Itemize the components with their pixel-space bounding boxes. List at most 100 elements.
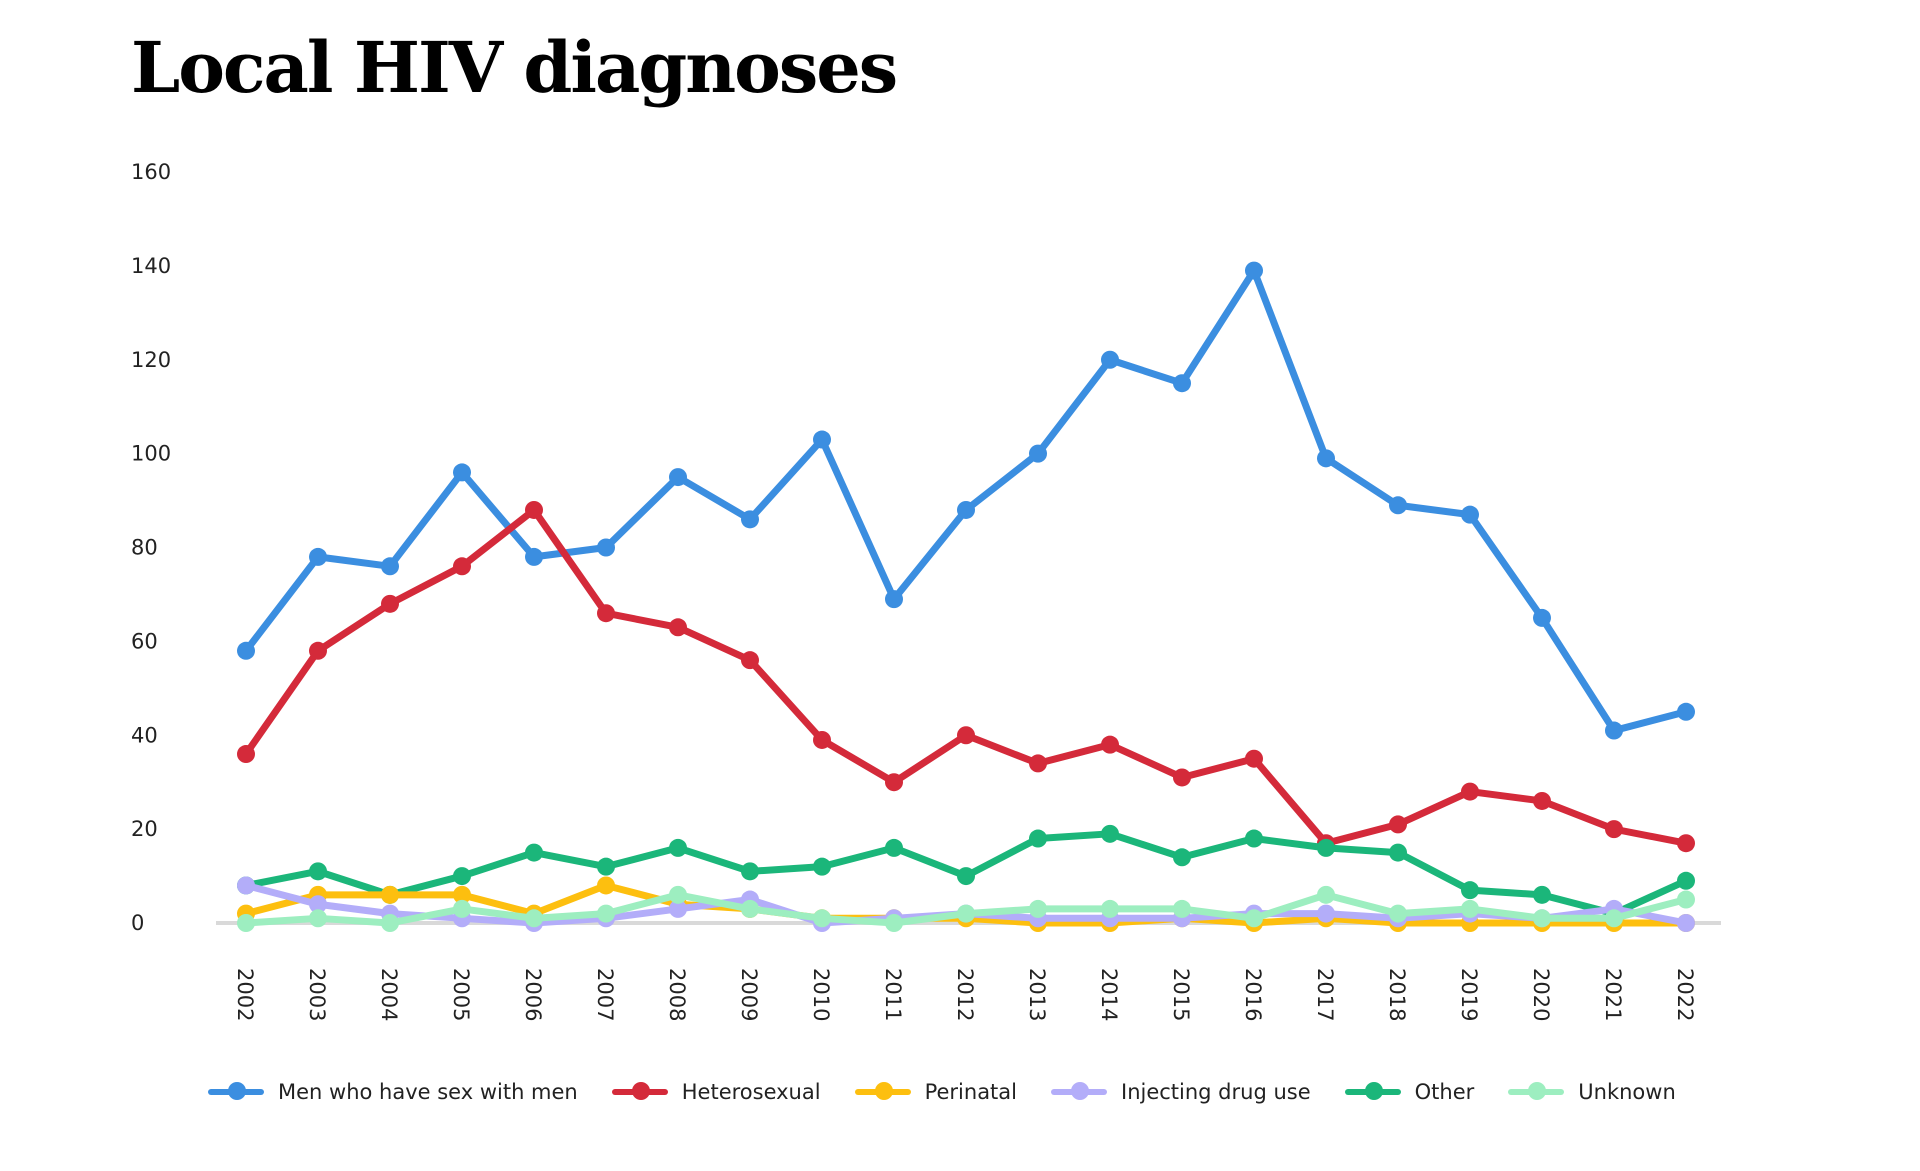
data-point xyxy=(1389,815,1407,834)
x-tick-label: 2010 xyxy=(809,968,833,1021)
data-point xyxy=(309,641,327,660)
data-point xyxy=(1245,749,1263,768)
y-tick-label: 60 xyxy=(131,629,158,653)
data-point xyxy=(1533,608,1551,627)
data-point xyxy=(309,909,327,928)
data-point xyxy=(813,857,831,876)
x-tick-label: 2019 xyxy=(1457,968,1481,1021)
data-point xyxy=(813,430,831,449)
data-point xyxy=(885,773,903,792)
legend-item[interactable]: Perinatal xyxy=(854,1080,1017,1104)
x-tick-label: 2005 xyxy=(449,968,473,1021)
legend-label: Injecting drug use xyxy=(1121,1080,1311,1104)
legend-swatch xyxy=(208,1082,264,1100)
series-line-men-who-have-sex-with-men xyxy=(243,267,1687,735)
data-point xyxy=(237,641,255,660)
data-point xyxy=(1101,899,1119,918)
data-point xyxy=(1389,904,1407,923)
x-tick-label: 2013 xyxy=(1025,968,1049,1021)
x-tick-label: 2011 xyxy=(881,968,905,1021)
x-tick-label: 2006 xyxy=(521,968,545,1021)
data-point xyxy=(453,899,471,918)
data-point xyxy=(237,914,255,932)
legend: Men who have sex with men Heterosexual Per… xyxy=(208,1080,1676,1104)
data-point xyxy=(741,862,759,881)
data-point xyxy=(597,604,615,623)
data-point xyxy=(669,899,687,918)
data-point xyxy=(597,857,615,876)
y-tick-label: 140 xyxy=(131,254,171,278)
y-tick-label: 120 xyxy=(131,348,171,372)
data-point xyxy=(1605,721,1623,740)
data-point xyxy=(1677,834,1695,853)
data-point xyxy=(1029,899,1047,918)
data-point xyxy=(1461,505,1479,524)
data-point xyxy=(813,730,831,749)
legend-swatch xyxy=(1508,1082,1565,1100)
chart-title: Local HIV diagnoses xyxy=(131,26,898,109)
x-tick-label: 2002 xyxy=(233,968,257,1021)
data-point xyxy=(669,885,687,904)
data-point xyxy=(669,838,687,857)
y-tick-label: 0 xyxy=(131,911,144,935)
data-point xyxy=(1605,820,1623,839)
y-tick-label: 40 xyxy=(131,723,158,747)
data-point xyxy=(1245,261,1263,280)
legend-item[interactable]: Other xyxy=(1344,1080,1474,1104)
data-point xyxy=(1173,848,1191,867)
data-point xyxy=(309,895,327,914)
data-point xyxy=(885,590,903,609)
data-point xyxy=(453,885,471,904)
data-point xyxy=(597,538,615,557)
x-tick-label: 2003 xyxy=(305,968,329,1021)
data-point xyxy=(1533,791,1551,810)
data-point xyxy=(525,843,543,862)
data-point xyxy=(957,500,975,519)
legend-item[interactable]: Injecting drug use xyxy=(1051,1080,1311,1104)
data-point xyxy=(741,651,759,670)
data-point xyxy=(669,618,687,637)
data-point xyxy=(1317,449,1335,468)
x-tick-label: 2004 xyxy=(377,968,401,1021)
data-point xyxy=(525,909,543,928)
data-point xyxy=(1461,782,1479,801)
x-tick-label: 2021 xyxy=(1601,968,1625,1021)
data-point xyxy=(1029,829,1047,848)
data-point xyxy=(1029,444,1047,463)
x-tick-label: 2008 xyxy=(665,968,689,1021)
legend-label: Perinatal xyxy=(924,1080,1017,1104)
data-point xyxy=(1245,909,1263,928)
data-point xyxy=(237,876,255,895)
legend-swatch xyxy=(611,1082,668,1100)
x-tick-label: 2018 xyxy=(1385,968,1409,1021)
data-point xyxy=(1317,885,1335,904)
legend-label: Unknown xyxy=(1578,1080,1676,1104)
y-tick-label: 80 xyxy=(131,536,158,560)
data-point xyxy=(957,867,975,886)
data-point xyxy=(453,463,471,482)
data-point xyxy=(885,838,903,857)
x-tick-label: 2017 xyxy=(1313,968,1337,1021)
legend-item[interactable]: Men who have sex with men xyxy=(208,1080,578,1104)
data-point xyxy=(309,547,327,566)
legend-item[interactable]: Unknown xyxy=(1508,1080,1676,1104)
data-point xyxy=(1461,899,1479,918)
x-tick-label: 2016 xyxy=(1241,968,1265,1021)
data-point xyxy=(741,899,759,918)
legend-swatch xyxy=(854,1082,911,1100)
y-tick-label: 20 xyxy=(131,817,158,841)
data-point xyxy=(741,510,759,529)
y-tick-label: 160 xyxy=(131,160,171,184)
data-point xyxy=(1101,735,1119,754)
x-tick-label: 2012 xyxy=(953,968,977,1021)
x-tick-label: 2007 xyxy=(593,968,617,1021)
data-point xyxy=(1677,702,1695,721)
legend-label: Men who have sex with men xyxy=(278,1080,578,1104)
data-point xyxy=(1173,768,1191,787)
data-point xyxy=(309,862,327,881)
data-point xyxy=(525,500,543,519)
x-tick-label: 2020 xyxy=(1529,968,1553,1021)
legend-swatch xyxy=(1051,1082,1107,1100)
legend-item[interactable]: Heterosexual xyxy=(611,1080,821,1104)
